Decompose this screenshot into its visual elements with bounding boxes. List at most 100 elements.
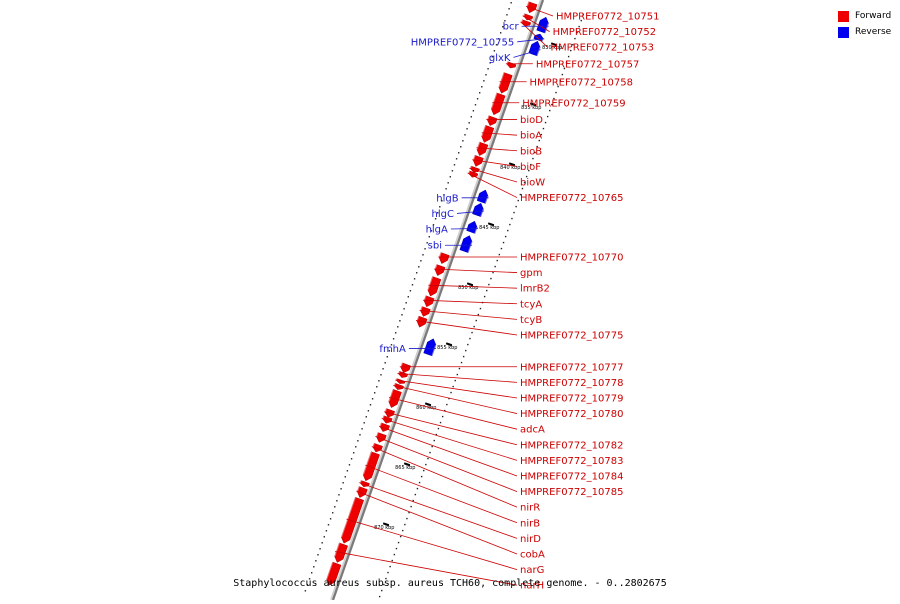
track-dot-left xyxy=(412,499,414,502)
forward-leader-line xyxy=(467,172,518,198)
track-dot-right xyxy=(447,182,449,184)
track-dot-right xyxy=(380,374,382,376)
track-dot-right xyxy=(418,266,420,268)
track-dot-right xyxy=(373,392,376,394)
track-dot-right xyxy=(478,92,481,94)
track-dot-right xyxy=(344,476,346,478)
gene-arrow-highlight xyxy=(416,315,420,322)
gene-arrow-highlight xyxy=(480,125,487,137)
track-dot-left xyxy=(511,217,513,220)
forward-leader-line xyxy=(383,411,518,446)
track-dot-left xyxy=(444,409,446,412)
axis-tick-label: 840 kbp xyxy=(500,165,520,171)
track-dot-right xyxy=(453,164,456,166)
track-dot-right xyxy=(327,524,330,526)
axis-tick xyxy=(508,162,516,167)
track-dot-right xyxy=(415,272,418,274)
track-dot-right xyxy=(430,230,433,232)
genome-backbone xyxy=(330,0,545,601)
track-dot-right xyxy=(413,278,416,280)
track-dot-left xyxy=(465,349,467,352)
axis-tick xyxy=(445,342,453,347)
reverse-gene-label: glxK xyxy=(489,53,511,64)
track-dot-right xyxy=(436,212,439,214)
track-dot-right xyxy=(384,362,386,364)
forward-gene-arrow xyxy=(490,92,506,116)
reverse-gene-label: HMPREF0772_10755 xyxy=(411,37,514,48)
track-dot-left xyxy=(486,289,488,292)
track-dot-left xyxy=(553,97,555,100)
forward-leader-line xyxy=(423,299,518,305)
gene-arrow-highlight xyxy=(375,432,379,437)
forward-gene-label: gpm xyxy=(520,268,542,279)
gene-arrow-highlight xyxy=(333,542,340,557)
forward-gene-label: cobA xyxy=(520,549,545,560)
track-dot-left xyxy=(490,277,492,280)
gene-arrow-highlight xyxy=(490,92,498,109)
reverse-gene-arrow xyxy=(476,189,489,204)
axis-tick-label: 835 kbp xyxy=(521,105,541,111)
axis-tick xyxy=(466,282,474,287)
forward-swatch xyxy=(838,10,849,22)
forward-gene-label: nirB xyxy=(520,518,540,529)
track-dot-left xyxy=(528,169,530,172)
gene-arrow-highlight xyxy=(340,497,356,538)
gene-arrow-highlight xyxy=(536,47,541,57)
axis-tick xyxy=(403,462,411,467)
gene-arrow-highlight xyxy=(434,264,438,270)
track-dot-left xyxy=(425,463,427,466)
track-dot-right xyxy=(317,554,319,556)
track-dot-left xyxy=(504,235,507,238)
track-dot-right xyxy=(304,590,307,592)
forward-gene-arrow xyxy=(398,370,409,378)
gene-arrow-highlight xyxy=(388,389,394,402)
track-dot-left xyxy=(387,571,389,574)
track-dot-right xyxy=(487,68,489,70)
track-dot-right xyxy=(491,56,493,58)
forward-leader-line xyxy=(476,147,518,152)
forward-gene-label: HMPREF0772_10759 xyxy=(522,98,625,109)
track-dot-right xyxy=(399,320,401,322)
forward-gene-label: HMPREF0772_10783 xyxy=(520,456,623,467)
track-dot-left xyxy=(473,325,475,328)
track-dot-left xyxy=(454,379,456,382)
track-dot-right xyxy=(409,290,412,292)
track-dot-left xyxy=(385,577,387,580)
gene-arrow-highlight xyxy=(356,486,360,492)
track-dot-right xyxy=(382,368,384,370)
gene-arrow-highlight xyxy=(359,480,362,484)
track-dot-left xyxy=(521,187,524,190)
forward-leader-line xyxy=(419,309,518,320)
forward-gene-arrow xyxy=(434,264,446,276)
forward-gene-label: narH xyxy=(520,581,544,592)
track-dot-left xyxy=(437,427,440,430)
track-dot-left xyxy=(561,73,564,76)
track-dot-right xyxy=(348,464,351,466)
track-dot-left xyxy=(557,85,559,88)
track-dot-right xyxy=(426,242,428,244)
forward-leader-line xyxy=(469,167,518,183)
forward-leader-line xyxy=(335,551,518,586)
track-dot-right xyxy=(361,428,363,430)
forward-gene-arrow xyxy=(498,72,513,94)
forward-gene-arrow xyxy=(506,61,517,69)
track-dot-left xyxy=(399,535,402,538)
track-dot-right xyxy=(439,206,441,208)
track-dot-left xyxy=(582,13,585,16)
track-dot-right xyxy=(443,194,445,196)
track-dot-right xyxy=(315,560,317,562)
track-dot-right xyxy=(455,158,458,160)
track-dot-left xyxy=(469,337,471,340)
track-dot-left xyxy=(530,163,532,166)
reverse-leader-line xyxy=(456,210,485,214)
track-dot-right xyxy=(369,404,372,406)
gene-arrow-highlight xyxy=(498,72,505,88)
forward-leader-line xyxy=(415,320,518,336)
track-dot-right xyxy=(445,188,447,190)
track-dot-left xyxy=(549,109,551,112)
track-dot-left xyxy=(534,151,536,154)
track-dot-right xyxy=(462,140,464,142)
track-dot-left xyxy=(546,115,549,118)
forward-leader-line xyxy=(522,15,550,32)
